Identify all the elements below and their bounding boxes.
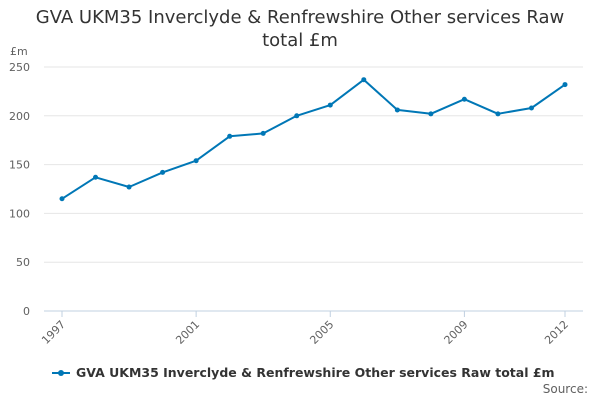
data-point [428, 111, 434, 117]
data-point [59, 196, 65, 202]
data-point [160, 169, 166, 175]
legend-item[interactable]: GVA UKM35 Inverclyde & Renfrewshire Othe… [52, 365, 555, 380]
data-point [361, 77, 367, 83]
chart-title-line-1: GVA UKM35 Inverclyde & Renfrewshire Othe… [35, 7, 565, 28]
data-point [327, 102, 333, 108]
x-tick-label: 2009 [442, 318, 471, 347]
x-tick-label: 2001 [173, 318, 202, 347]
source-label: Source: [542, 382, 588, 396]
data-point [93, 174, 99, 180]
y-tick-label: 100 [9, 207, 30, 220]
data-point [394, 107, 400, 113]
x-tick-label: 2012 [542, 318, 571, 347]
chart-title-line-2: total £m [262, 30, 338, 51]
data-point [562, 82, 568, 88]
x-tick-label: 1997 [39, 318, 68, 347]
data-point [461, 96, 467, 102]
legend-label: GVA UKM35 Inverclyde & Renfrewshire Othe… [76, 365, 555, 380]
data-point [528, 105, 534, 111]
series-line [61, 78, 566, 200]
data-point [294, 113, 300, 119]
chart-title: GVA UKM35 Inverclyde & Renfrewshire Othe… [0, 6, 600, 52]
data-point [126, 184, 132, 190]
data-point [260, 130, 266, 136]
y-tick-label: 250 [9, 61, 30, 74]
y-tick-label: 200 [9, 110, 30, 123]
y-axis-unit-label: £m [10, 45, 28, 58]
y-tick-label: 0 [23, 305, 30, 318]
data-point [193, 158, 199, 164]
legend-line-marker-icon [52, 368, 70, 378]
data-point [227, 133, 233, 139]
y-tick-label: 50 [16, 256, 30, 269]
x-tick-label: 2005 [307, 318, 336, 347]
y-tick-label: 150 [9, 159, 30, 172]
data-point [495, 111, 501, 117]
